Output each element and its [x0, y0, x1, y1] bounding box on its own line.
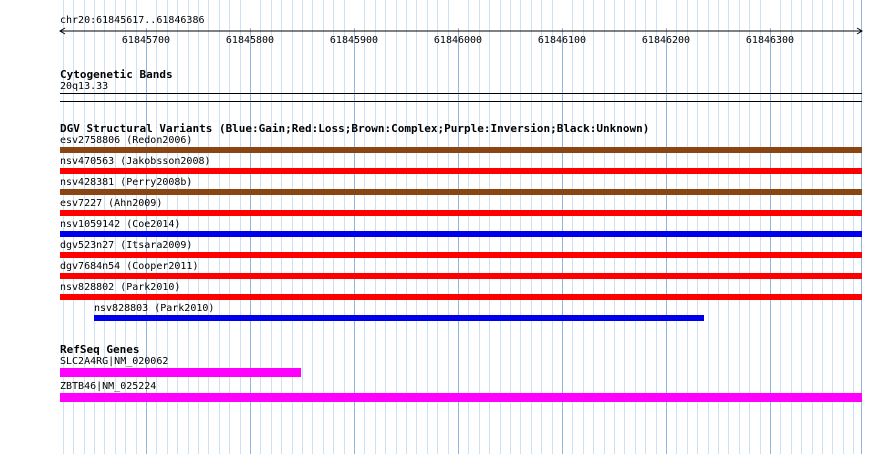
refseq-gene-bar[interactable] [60, 368, 301, 377]
dgv-feature-label[interactable]: esv2758806 (Redon2006) [60, 135, 193, 146]
ruler-axis [59, 27, 863, 35]
dgv-feature-label[interactable]: nsv428381 (Perry2008b) [60, 177, 193, 188]
dgv-feature-label[interactable]: dgv7684n54 (Cooper2011) [60, 261, 199, 272]
refseq-track-title[interactable]: RefSeq Genes [60, 343, 140, 356]
ruler-tick-label: 61846100 [537, 35, 587, 46]
dgv-feature-bar[interactable] [60, 273, 862, 279]
dgv-feature-bar[interactable] [60, 294, 862, 300]
dgv-feature-label[interactable]: nsv828802 (Park2010) [60, 282, 181, 293]
ruler-tick-label: 61846000 [433, 35, 483, 46]
ruler-tick-label: 61846200 [641, 35, 691, 46]
dgv-feature-label[interactable]: nsv828803 (Park2010) [94, 303, 215, 314]
cytoband-outline-top [60, 93, 862, 94]
dgv-feature-label[interactable]: dgv523n27 (Itsara2009) [60, 240, 193, 251]
refseq-gene-label[interactable]: ZBTB46|NM_025224 [60, 381, 157, 392]
dgv-feature-bar[interactable] [60, 252, 862, 258]
dgv-feature-bar[interactable] [60, 168, 862, 174]
refseq-gene-label[interactable]: SLC2A4RG|NM_020062 [60, 356, 169, 367]
coordinate-readout: chr20:61845617..61846386 [60, 15, 205, 26]
dgv-feature-bar[interactable] [60, 231, 862, 237]
dgv-feature-bar[interactable] [60, 147, 862, 153]
ruler-tick-label: 61845900 [329, 35, 379, 46]
dgv-feature-label[interactable]: esv7227 (Ahn2009) [60, 198, 163, 209]
refseq-gene-bar[interactable] [60, 393, 862, 402]
cytoband-label: 20q13.33 [60, 81, 109, 92]
dgv-track-title[interactable]: DGV Structural Variants (Blue:Gain;Red:L… [60, 122, 650, 135]
dgv-feature-bar[interactable] [60, 189, 862, 195]
ruler-tick-label: 61845700 [121, 35, 171, 46]
ruler-tick-label: 61845800 [225, 35, 275, 46]
cytoband-outline-bottom [60, 101, 862, 102]
dgv-feature-label[interactable]: nsv470563 (Jakobsson2008) [60, 156, 211, 167]
dgv-feature-bar[interactable] [60, 210, 862, 216]
dgv-feature-label[interactable]: nsv1059142 (Coe2014) [60, 219, 181, 230]
cytoband-track-title[interactable]: Cytogenetic Bands [60, 68, 173, 81]
ruler-tick-label: 61846300 [745, 35, 795, 46]
dgv-feature-bar[interactable] [94, 315, 704, 321]
